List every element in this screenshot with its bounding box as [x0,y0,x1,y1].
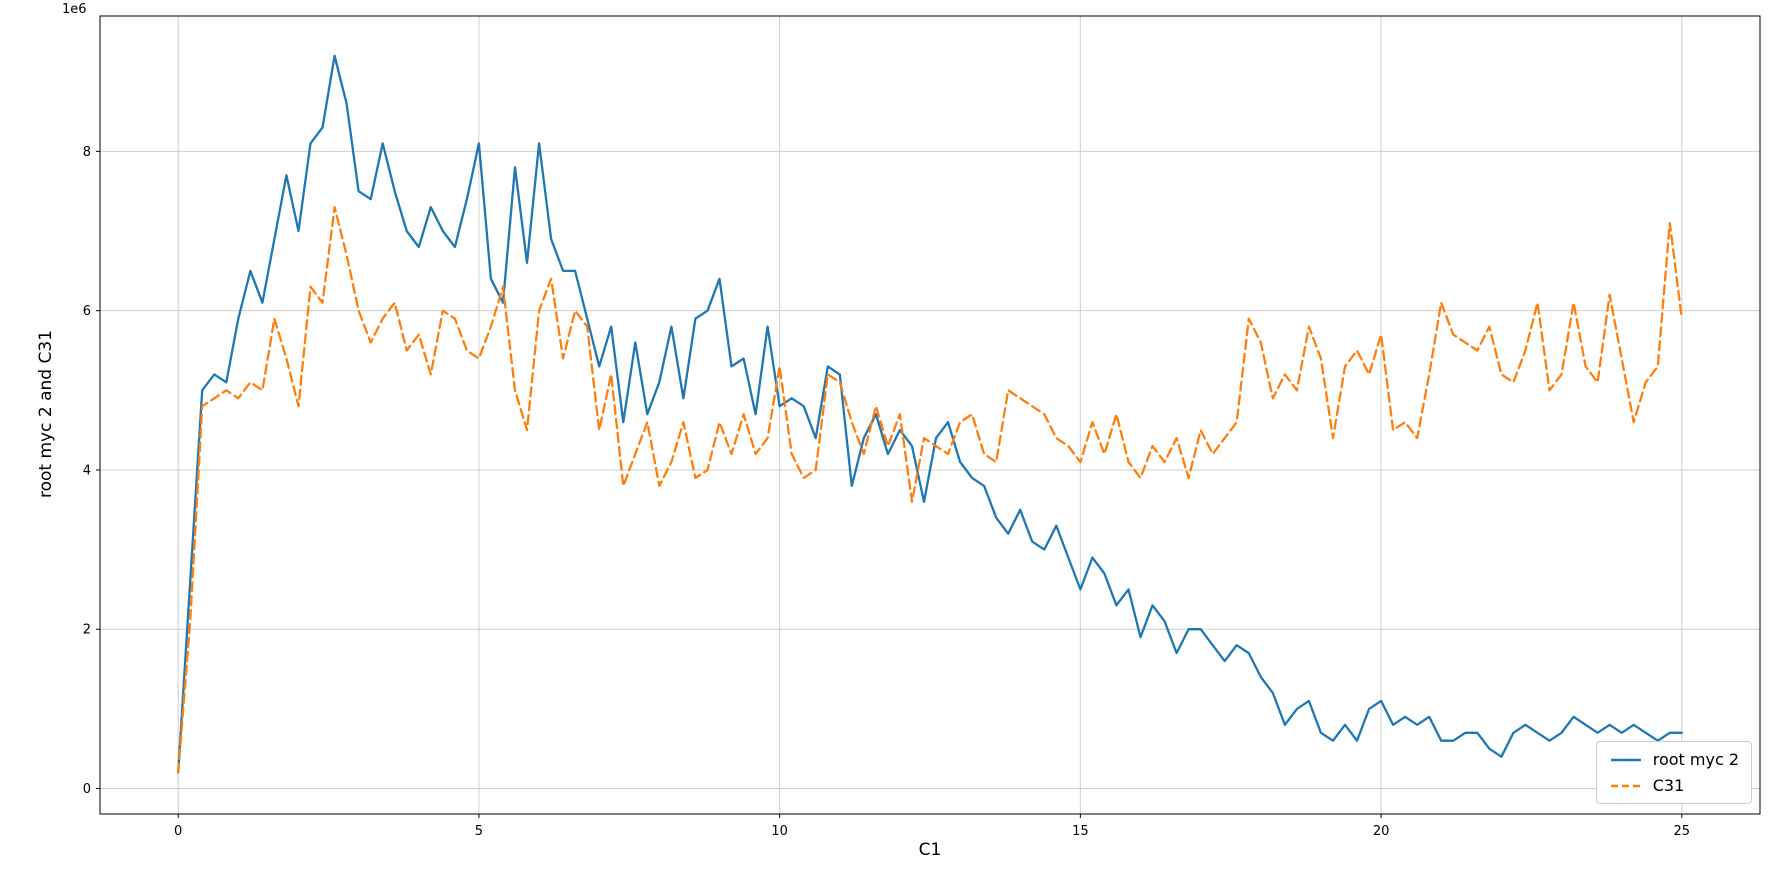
x-tick-label: 10 [771,824,788,839]
legend-label: C31 [1652,776,1685,795]
x-axis-label: C1 [918,840,942,860]
y-tick-label: 2 [83,623,91,638]
y-tick-label: 8 [83,145,91,160]
axes-spines [99,15,1761,815]
x-tick-label: 0 [174,824,182,839]
legend-line-sample-solid [1610,758,1641,761]
legend-entry: root myc 2 [1609,750,1739,769]
y-tick-label: 4 [83,463,91,478]
y-axis-label: root myc 2 and C31 [36,330,56,498]
x-tick-label: 25 [1674,824,1691,839]
legend-entry: C31 [1609,776,1739,795]
x-tick-label: 15 [1072,824,1089,839]
series-line-c31 [177,205,1683,774]
legend: root myc 2 C31 [1595,741,1752,804]
x-tick-label: 5 [475,824,483,839]
legend-line-sample-dashed [1610,784,1641,787]
y-axis-offset-label: 1e6 [62,2,87,17]
y-tick-label: 0 [83,782,91,797]
y-tick-label: 6 [83,304,91,319]
series-line-root-myc-2 [177,54,1683,774]
x-tick-label: 20 [1373,824,1390,839]
legend-label: root myc 2 [1652,750,1739,769]
